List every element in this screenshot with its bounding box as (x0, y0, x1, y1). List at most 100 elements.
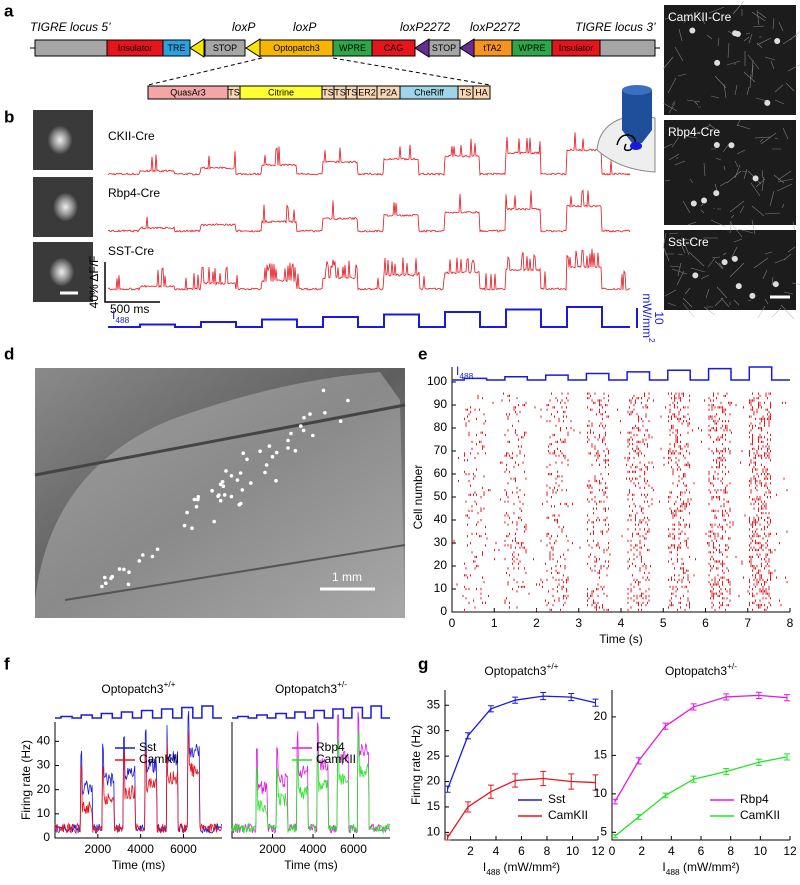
soma (735, 283, 742, 290)
soma (728, 142, 735, 149)
error-bar (444, 785, 451, 793)
y-tick-label: 30 (434, 535, 448, 549)
soma (713, 142, 720, 149)
y-axis-label: Firing rate (Hz) (19, 740, 33, 820)
labeled-cell (210, 488, 214, 493)
chart-title-part: Optopatch3 (484, 664, 546, 678)
labeled-cell (224, 469, 228, 473)
x-tick-label: 6 (698, 844, 705, 858)
soma (692, 272, 699, 279)
error-bar (568, 773, 575, 790)
soma (721, 259, 728, 266)
sub-element-label: TS (460, 87, 472, 97)
x-axis-label: Time (s) (599, 632, 643, 646)
image-label: CamKII-Cre (668, 10, 732, 24)
stim-scale-label-part: 10 (652, 311, 666, 325)
x-tick-label: 10 (754, 844, 768, 858)
stimulus-trace (108, 306, 630, 328)
element-label: CAG (384, 43, 404, 53)
x-tick-label: 8 (727, 844, 734, 858)
x-tick-label: 2000 (84, 842, 111, 856)
locus-label: loxP (232, 20, 255, 34)
labeled-cell (249, 481, 253, 485)
zoom-line (147, 57, 263, 86)
locus-label: TIGRE locus 3’ (575, 20, 656, 34)
labeled-cell (196, 497, 200, 502)
pipette (34, 403, 406, 477)
chart-title: Optopatch3+/- (275, 679, 347, 696)
labeled-cell (289, 431, 293, 436)
trace-label: CKII-Cre (108, 129, 155, 143)
y-tick-label: 0 (43, 830, 50, 844)
x-tick-label: 4 (668, 844, 675, 858)
chart-title: Optopatch3+/+ (484, 661, 558, 678)
fluorescence-trace (107, 132, 631, 177)
labeled-cell (103, 575, 107, 580)
chart-title-part: Optopatch3 (275, 682, 337, 696)
labeled-cell (274, 450, 279, 455)
y-tick-label: 25 (427, 748, 441, 762)
x-tick-label: 6000 (170, 842, 197, 856)
focus (630, 142, 642, 150)
error-bar (464, 732, 471, 740)
y-tick-label: 20 (427, 774, 441, 788)
labeled-cell (239, 501, 243, 506)
stimulus-label: I488 (456, 364, 474, 381)
locus-label: loxP (293, 20, 316, 34)
x-axis-label-part: 488 (486, 867, 500, 877)
legend-label: CamKII (139, 752, 179, 766)
labeled-cell (221, 484, 226, 489)
x-tick-label: 2000 (259, 842, 286, 856)
error-bar (784, 753, 791, 761)
x-axis-label: I488 (mW/mm²) (483, 860, 560, 877)
error-bar (540, 692, 547, 701)
locus-label: loxP2272 (400, 20, 450, 34)
sub-element-label: TS (346, 87, 358, 97)
labeled-cell (229, 494, 234, 499)
zoom-line (332, 57, 491, 86)
labeled-cell (217, 493, 221, 497)
stimulus-label-part: I (456, 364, 459, 378)
y-tick-label: 10 (434, 581, 448, 595)
pipette (64, 544, 406, 601)
x-axis-label: Time (ms) (112, 858, 166, 872)
y-tick-label: 90 (434, 397, 448, 411)
stim-unit-label: mW/mm2 (640, 293, 657, 343)
cell-body (48, 257, 75, 287)
panel-label: f (4, 654, 10, 673)
stimulus-label: I488 (112, 308, 130, 325)
labeled-cell (185, 510, 189, 515)
image-label: Sst-Cre (668, 235, 709, 249)
error-bar (755, 758, 762, 766)
labeled-cell (196, 495, 201, 499)
sub-element-label: HA (475, 87, 488, 97)
labeled-cell (293, 448, 298, 453)
x-tick-label: 6 (518, 844, 525, 858)
scale-label: 1 mm (332, 570, 362, 584)
stimulus-trace (55, 705, 222, 719)
y-tick-label: 0 (440, 604, 447, 618)
x-axis-label: I488 (mW/mm²) (662, 860, 739, 877)
labeled-cell (117, 567, 122, 571)
labeled-cell (267, 444, 272, 448)
fluorescence-trace (107, 189, 631, 233)
labeled-cell (218, 498, 223, 503)
sub-element-label: TS (322, 87, 334, 97)
error-bar (723, 767, 730, 776)
labeled-cell (311, 433, 315, 438)
rate-trace (54, 731, 222, 835)
error-bar (690, 703, 697, 711)
stim-unit-label-part: 2 (647, 338, 657, 343)
labeled-cell (299, 424, 303, 428)
labeled-cell (270, 454, 275, 459)
neurites (662, 219, 800, 320)
y-tick-label: 100 (427, 374, 447, 388)
fluorescence-trace (107, 248, 630, 292)
x-tick-label: 2 (467, 844, 474, 858)
x-tick-label: 10 (566, 844, 580, 858)
labeled-cell (229, 474, 234, 478)
legend-label: CamKII (548, 808, 588, 822)
chart-title-part: Optopatch3 (665, 664, 727, 678)
x-tick-label: 12 (783, 844, 797, 858)
